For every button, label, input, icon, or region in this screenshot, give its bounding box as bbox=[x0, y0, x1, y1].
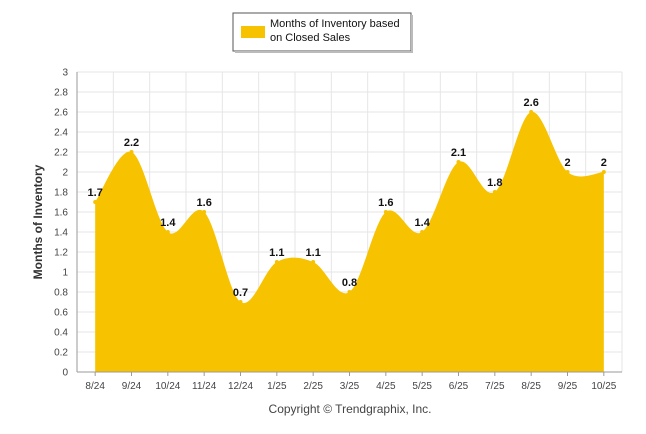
data-label: 1.8 bbox=[487, 177, 502, 189]
data-point bbox=[165, 230, 170, 234]
x-tick-label: 9/24 bbox=[122, 381, 142, 392]
y-tick-label: 2.6 bbox=[54, 108, 68, 119]
y-tick-label: 2.2 bbox=[54, 148, 68, 159]
label-layer: 1.7 2.2 1.4 1.6 0.7 1.1 1.1 0.8 1.6 1.4 2.1 1.8 2.6 2… bbox=[88, 97, 607, 299]
y-tick-label: 2.4 bbox=[54, 128, 68, 139]
data-point bbox=[202, 210, 207, 214]
y-axis-label: Months of Inventory bbox=[31, 164, 45, 279]
y-tick-label: 1.2 bbox=[54, 248, 68, 259]
legend-swatch bbox=[241, 26, 265, 38]
data-point bbox=[383, 210, 388, 214]
x-tick-label: 8/24 bbox=[85, 381, 105, 392]
data-point bbox=[93, 200, 98, 204]
y-tick-label: 0.2 bbox=[54, 348, 68, 359]
data-point bbox=[601, 170, 606, 174]
data-point bbox=[238, 300, 243, 304]
y-tick-label: 3 bbox=[62, 68, 68, 79]
x-tick-label: 1/25 bbox=[267, 381, 287, 392]
x-tick-label: 10/24 bbox=[155, 381, 180, 392]
data-point bbox=[311, 260, 316, 264]
data-label: 1.4 bbox=[160, 217, 176, 229]
data-label: 2.1 bbox=[451, 147, 466, 159]
y-tick-label: 1 bbox=[62, 268, 68, 279]
area-layer bbox=[93, 110, 606, 373]
legend-box-shadow-bottom bbox=[235, 51, 413, 53]
x-tick-label: 5/25 bbox=[412, 381, 432, 392]
y-tick-label: 1.6 bbox=[54, 208, 68, 219]
data-label: 1.1 bbox=[306, 247, 321, 259]
copyright-footer: Copyright © Trendgraphix, Inc. bbox=[269, 402, 432, 416]
legend-label-line1: Months of Inventory based bbox=[270, 18, 400, 30]
y-tick-label: 0.6 bbox=[54, 308, 68, 319]
y-tick-label: 2 bbox=[62, 168, 68, 179]
x-tick-label: 2/25 bbox=[303, 381, 323, 392]
y-tick-label: 0.8 bbox=[54, 288, 68, 299]
data-label: 1.7 bbox=[88, 187, 103, 199]
data-point bbox=[456, 160, 461, 164]
x-tick-label: 8/25 bbox=[521, 381, 541, 392]
x-tick-label: 9/25 bbox=[558, 381, 578, 392]
y-tick-label: 0 bbox=[62, 368, 68, 379]
y-tick-label: 1.4 bbox=[54, 228, 68, 239]
series-area bbox=[95, 111, 604, 373]
data-label: 0.8 bbox=[342, 277, 357, 289]
legend-box-shadow bbox=[411, 15, 413, 53]
data-label: 2 bbox=[564, 157, 570, 169]
data-point bbox=[565, 170, 570, 174]
data-point bbox=[420, 230, 425, 234]
data-label: 2 bbox=[601, 157, 607, 169]
x-tick-label: 11/24 bbox=[192, 381, 217, 392]
x-tick-label: 6/25 bbox=[449, 381, 469, 392]
data-label: 2.6 bbox=[524, 97, 539, 109]
data-label: 2.2 bbox=[124, 137, 139, 149]
axis-layer: 0 0.2 0.4 0.6 0.8 1 1.2 1.4 1.6 1.8 2 2.2 2.4 2.6 2.8 3… bbox=[54, 68, 622, 392]
x-tick-label: 12/24 bbox=[228, 381, 253, 392]
data-label: 1.4 bbox=[415, 217, 431, 229]
legend: Months of Inventory based on Closed Sale… bbox=[232, 12, 413, 53]
y-tick-label: 1.8 bbox=[54, 188, 68, 199]
x-tick-label: 3/25 bbox=[340, 381, 360, 392]
data-label: 1.1 bbox=[269, 247, 284, 259]
data-point bbox=[492, 190, 497, 194]
y-tick-label: 0.4 bbox=[54, 328, 68, 339]
x-tick-label: 4/25 bbox=[376, 381, 396, 392]
data-point bbox=[274, 260, 279, 264]
data-point bbox=[529, 110, 534, 114]
x-tick-label: 10/25 bbox=[591, 381, 616, 392]
data-label: 0.7 bbox=[233, 287, 248, 299]
legend-label-line2: on Closed Sales bbox=[270, 32, 351, 44]
y-tick-label: 2.8 bbox=[54, 88, 68, 99]
x-tick-label: 7/25 bbox=[485, 381, 505, 392]
data-point bbox=[129, 150, 134, 154]
data-label: 1.6 bbox=[378, 197, 393, 209]
data-point bbox=[347, 290, 352, 294]
data-label: 1.6 bbox=[197, 197, 212, 209]
